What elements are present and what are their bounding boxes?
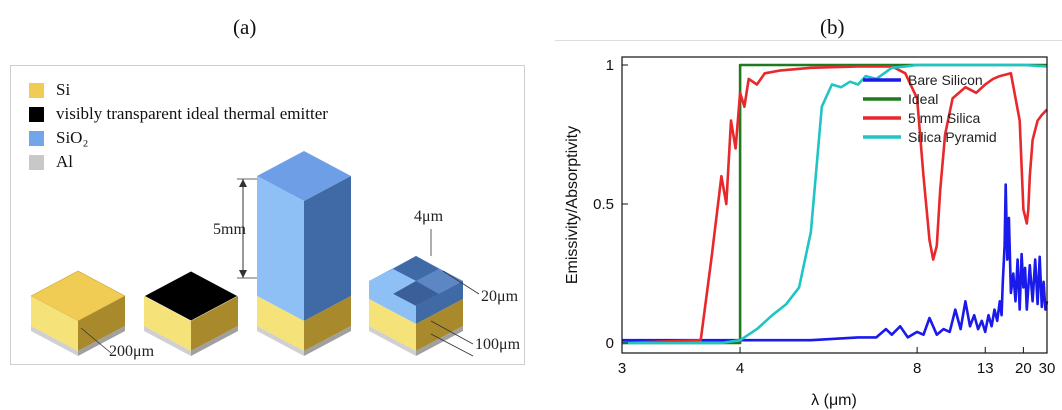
sio2-swatch bbox=[29, 130, 44, 146]
x-tick-label: 4 bbox=[736, 360, 744, 377]
dim-5mm-label: 5mm bbox=[213, 221, 246, 238]
emissivity-chart: 3 4 8 13 20 30 0 0.5 1 Emissivity/Absorptivity λ… bbox=[555, 40, 1062, 409]
series-line-5-mm-silica bbox=[621, 65, 1048, 345]
emitter-swatch bbox=[29, 106, 44, 122]
legend-label: Ideal bbox=[908, 91, 938, 107]
silica-block bbox=[257, 151, 351, 356]
si-swatch bbox=[29, 82, 44, 98]
series-line-ideal bbox=[622, 63, 1047, 345]
bare-silicon-block bbox=[30, 270, 126, 356]
x-tick-label: 3 bbox=[618, 360, 626, 377]
legend-emitter-label: visibly transparent ideal thermal emitte… bbox=[56, 104, 328, 123]
series-line-silica-pyramid bbox=[622, 63, 1048, 345]
plot-series bbox=[621, 63, 1049, 345]
chart-legend: Bare Silicon Ideal 5 mm Silica Silica Pyram… bbox=[863, 72, 997, 145]
dimension-200um bbox=[80, 327, 112, 354]
x-tick-label: 30 bbox=[1039, 360, 1056, 377]
legend-si-label: Si bbox=[56, 80, 71, 99]
legend-label: 5 mm Silica bbox=[908, 110, 981, 126]
legend-emitter: visibly transparent ideal thermal emitte… bbox=[29, 104, 328, 124]
y-tick-label: 0 bbox=[606, 335, 614, 352]
dim-20um-label: 20μm bbox=[481, 288, 519, 305]
axis-ticks: 3 4 8 13 20 30 0 0.5 1 bbox=[593, 57, 1055, 377]
pyramid-block bbox=[369, 256, 463, 356]
legend-si: Si bbox=[29, 80, 70, 100]
dimension-5mm bbox=[237, 178, 257, 279]
legend-label: Silica Pyramid bbox=[908, 129, 997, 145]
y-tick-label: 1 bbox=[606, 57, 614, 74]
y-tick-label: 0.5 bbox=[593, 196, 614, 213]
ideal-emitter-block bbox=[143, 270, 239, 356]
dim-4um-label: 4μm bbox=[414, 208, 444, 225]
series-line-bare-silicon bbox=[622, 183, 1049, 342]
legend-al: Al bbox=[29, 152, 73, 172]
legend-label: Bare Silicon bbox=[908, 72, 983, 88]
y-axis-title: Emissivity/Absorptivity bbox=[564, 126, 581, 284]
dimension-100um bbox=[430, 320, 474, 357]
legend-al-label: Al bbox=[56, 152, 73, 171]
dim-200um-label: 200μm bbox=[109, 343, 155, 360]
al-swatch bbox=[29, 154, 44, 170]
x-axis-title: λ (μm) bbox=[811, 392, 857, 409]
panel-a-label: (a) bbox=[233, 15, 257, 39]
x-tick-label: 20 bbox=[1015, 360, 1032, 377]
legend-sio2-label: SiO₂ bbox=[56, 128, 89, 147]
plot-frame bbox=[621, 56, 1048, 354]
dim-100um-label: 100μm bbox=[475, 336, 521, 353]
panel-b-label: (b) bbox=[820, 15, 845, 39]
dimension-20um bbox=[442, 270, 480, 295]
schematic-panel: Si visibly transparent ideal thermal emi… bbox=[10, 65, 525, 365]
x-tick-label: 13 bbox=[977, 360, 994, 377]
schematic-drawing: 5mm 4μm 20μm 100μm 200μm bbox=[30, 151, 521, 360]
x-tick-label: 8 bbox=[913, 360, 921, 377]
chart-panel: 3 4 8 13 20 30 0 0.5 1 Emissivity/Absorptivity λ… bbox=[555, 40, 1062, 410]
legend-sio2: SiO₂ bbox=[29, 128, 88, 148]
